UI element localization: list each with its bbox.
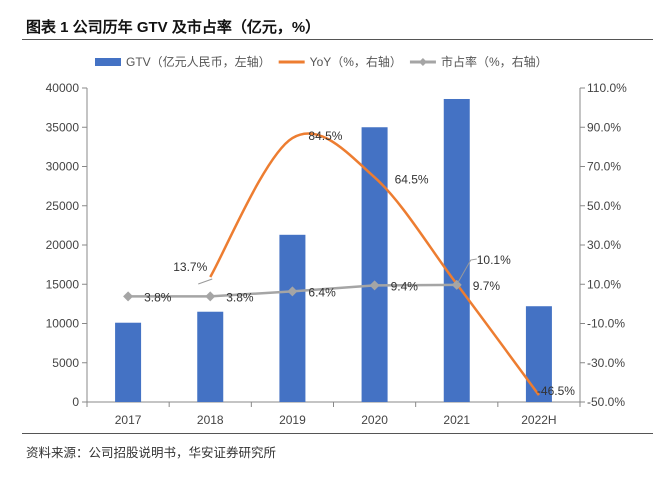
x-tick-label: 2018 <box>197 413 224 427</box>
legend-swatch-gtv <box>95 58 121 66</box>
label-share-2021: 9.7% <box>473 279 501 293</box>
x-tick-label: 2022H <box>521 413 556 427</box>
bar-gtv-2020 <box>361 127 388 402</box>
left-tick-label: 35000 <box>46 120 80 134</box>
label-share-2017: 3.8% <box>144 290 172 304</box>
label-share-2019: 6.4% <box>308 285 336 299</box>
legend-marker-share <box>418 58 427 66</box>
marker-share-2019 <box>287 286 298 297</box>
label-share-2018: 3.8% <box>226 290 254 304</box>
right-tick-label: 90.0% <box>587 120 621 134</box>
left-tick-label: 20000 <box>46 238 80 252</box>
x-tick-label: 2017 <box>115 413 142 427</box>
bar-gtv-2018 <box>197 311 224 402</box>
legend-label-share: 市占率（%，右轴） <box>441 54 548 69</box>
source-note: 资料来源：公司招股说明书，华安证券研究所 <box>26 446 277 460</box>
marker-share-2017 <box>123 291 134 302</box>
bar-gtv-2019 <box>279 234 306 402</box>
left-tick-label: 0 <box>72 395 79 409</box>
right-tick-label: 110.0% <box>587 81 627 95</box>
left-tick-label: 5000 <box>52 356 79 370</box>
label-yoy-2018: 13.7% <box>173 260 207 274</box>
x-tick-label: 2019 <box>279 413 306 427</box>
marker-share-2021 <box>451 279 462 290</box>
legend-label-yoy: YoY（%，右轴） <box>310 54 402 69</box>
right-tick-label: 10.0% <box>587 277 621 291</box>
right-tick-label: -50.0% <box>587 395 625 409</box>
marker-share-2018 <box>205 291 216 302</box>
line-yoy <box>209 132 540 396</box>
bar-gtv-2022H <box>525 306 552 402</box>
bar-gtv-2021 <box>443 98 470 403</box>
left-tick-label: 10000 <box>46 317 80 331</box>
top-divider <box>22 39 653 40</box>
label-yoy-2020: 64.5% <box>395 172 429 186</box>
label-yoy-2021: 10.1% <box>477 253 511 267</box>
label-yoy-2019: 84.5% <box>308 129 342 143</box>
right-tick-label: 70.0% <box>587 160 621 174</box>
x-tick-label: 2021 <box>443 413 470 427</box>
bottom-divider <box>22 433 653 434</box>
label-yoy-2022H: -46.5% <box>537 384 575 398</box>
marker-share-2020 <box>369 280 380 291</box>
bar-gtv-2017 <box>115 322 142 402</box>
figure-title: 图表 1 公司历年 GTV 及市占率（亿元，%） <box>26 19 321 36</box>
left-tick-label: 15000 <box>46 277 80 291</box>
right-tick-label: -30.0% <box>587 356 625 370</box>
left-tick-label: 40000 <box>46 81 80 95</box>
x-tick-label: 2020 <box>361 413 388 427</box>
left-tick-label: 25000 <box>46 199 80 213</box>
right-tick-label: -10.0% <box>587 317 625 331</box>
right-tick-label: 50.0% <box>587 199 621 213</box>
legend-label-gtv: GTV（亿元人民币，左轴） <box>126 54 271 69</box>
left-tick-label: 30000 <box>46 160 80 174</box>
right-tick-label: 30.0% <box>587 238 621 252</box>
leader-line-2018 <box>198 278 213 285</box>
leader-line-2021 <box>457 258 477 284</box>
label-share-2020: 9.4% <box>391 279 419 293</box>
